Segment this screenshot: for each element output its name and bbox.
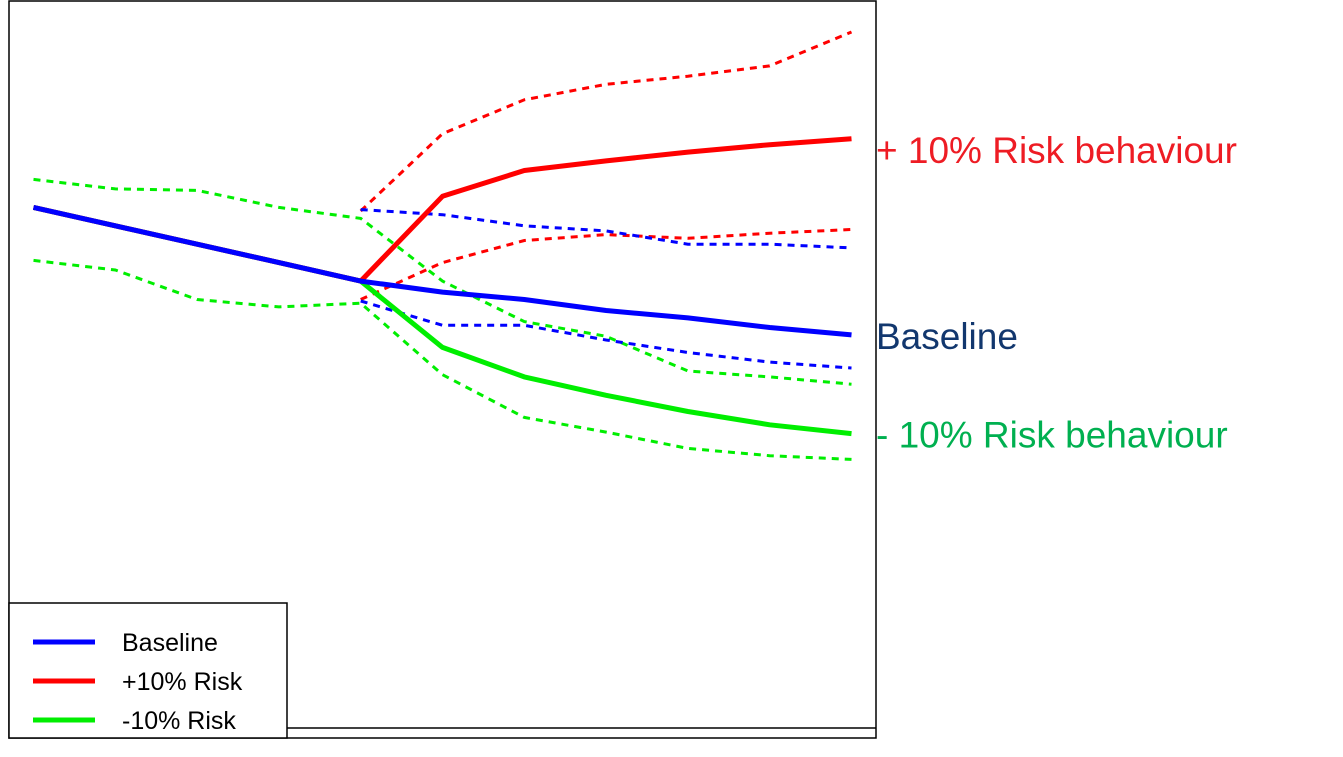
series-baseline-upper-bound: [360, 208, 852, 250]
legend: Baseline +10% Risk -10% Risk: [8, 602, 288, 739]
annotation-minus10: - 10% Risk behaviour: [876, 415, 1228, 456]
series-plus10-lower-bound: [360, 228, 852, 301]
series-minus10-upper-bound: [33, 177, 852, 386]
series-plus10-upper-bound: [359, 30, 853, 213]
annotation-layer: + 10% Risk behaviour Baseline - 10% Risk b…: [876, 130, 1237, 456]
annotation-plus10: + 10% Risk behaviour: [876, 130, 1237, 171]
series-baseline-lower-bound: [360, 299, 852, 370]
series-baseline-line: [32, 204, 852, 338]
series-minus10-lower-bound: [33, 258, 852, 461]
series-layer: [32, 30, 853, 461]
legend-box: [8, 602, 288, 739]
legend-label-plus10: +10% Risk: [122, 668, 243, 696]
legend-label-minus10: -10% Risk: [122, 707, 236, 735]
annotation-baseline: Baseline: [876, 316, 1018, 357]
legend-label-baseline: Baseline: [122, 629, 218, 657]
